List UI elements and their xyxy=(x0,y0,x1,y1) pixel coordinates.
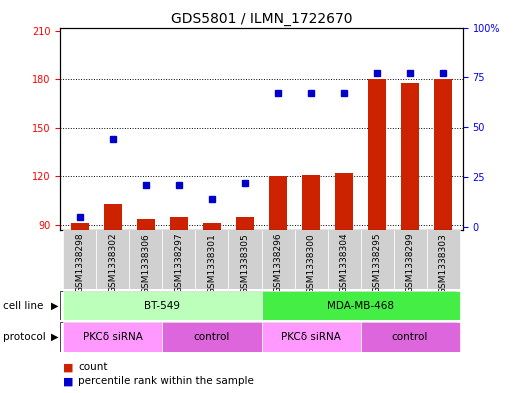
Bar xyxy=(137,219,155,230)
Text: percentile rank within the sample: percentile rank within the sample xyxy=(78,376,254,386)
Bar xyxy=(262,322,360,352)
Bar xyxy=(96,230,130,289)
Bar xyxy=(360,230,393,289)
Bar xyxy=(393,230,427,289)
Text: GSM1338296: GSM1338296 xyxy=(274,233,282,294)
Text: GSM1338298: GSM1338298 xyxy=(75,233,84,294)
Bar xyxy=(434,79,452,230)
Text: GSM1338299: GSM1338299 xyxy=(405,233,415,294)
Bar xyxy=(360,322,460,352)
Bar xyxy=(427,230,460,289)
Text: GSM1338305: GSM1338305 xyxy=(241,233,249,294)
Bar xyxy=(368,79,386,230)
Text: cell line: cell line xyxy=(3,301,43,311)
Bar xyxy=(63,291,262,320)
Bar xyxy=(130,230,163,289)
Bar xyxy=(269,176,287,230)
Text: ■: ■ xyxy=(63,362,73,373)
Bar xyxy=(163,230,196,289)
Text: count: count xyxy=(78,362,108,373)
Bar xyxy=(63,230,96,289)
Text: protocol: protocol xyxy=(3,332,46,342)
Text: PKCδ siRNA: PKCδ siRNA xyxy=(83,332,143,342)
Bar xyxy=(196,230,229,289)
Bar xyxy=(335,173,353,230)
Bar xyxy=(203,224,221,230)
Bar xyxy=(63,322,163,352)
Text: GSM1338302: GSM1338302 xyxy=(108,233,118,294)
Bar xyxy=(262,291,460,320)
Bar xyxy=(236,217,254,230)
Text: GSM1338297: GSM1338297 xyxy=(175,233,184,294)
Bar xyxy=(170,217,188,230)
Bar xyxy=(327,230,360,289)
Text: control: control xyxy=(392,332,428,342)
Text: MDA-MB-468: MDA-MB-468 xyxy=(327,301,394,310)
Text: GSM1338304: GSM1338304 xyxy=(339,233,348,294)
Bar xyxy=(294,230,327,289)
Text: BT-549: BT-549 xyxy=(144,301,180,310)
Bar xyxy=(302,175,320,230)
Text: GSM1338300: GSM1338300 xyxy=(306,233,315,294)
Text: ■: ■ xyxy=(63,376,73,386)
Bar xyxy=(163,322,262,352)
Text: GSM1338301: GSM1338301 xyxy=(208,233,217,294)
Text: GSM1338306: GSM1338306 xyxy=(141,233,151,294)
Text: control: control xyxy=(194,332,230,342)
Text: GSM1338303: GSM1338303 xyxy=(439,233,448,294)
Bar xyxy=(262,230,294,289)
Text: GSM1338295: GSM1338295 xyxy=(372,233,382,294)
Bar xyxy=(229,230,262,289)
Text: PKCδ siRNA: PKCδ siRNA xyxy=(281,332,341,342)
Bar xyxy=(401,83,419,230)
Title: GDS5801 / ILMN_1722670: GDS5801 / ILMN_1722670 xyxy=(170,13,353,26)
Bar xyxy=(71,224,89,230)
Text: ▶: ▶ xyxy=(51,301,59,311)
Bar xyxy=(104,204,122,230)
Text: ▶: ▶ xyxy=(51,332,59,342)
